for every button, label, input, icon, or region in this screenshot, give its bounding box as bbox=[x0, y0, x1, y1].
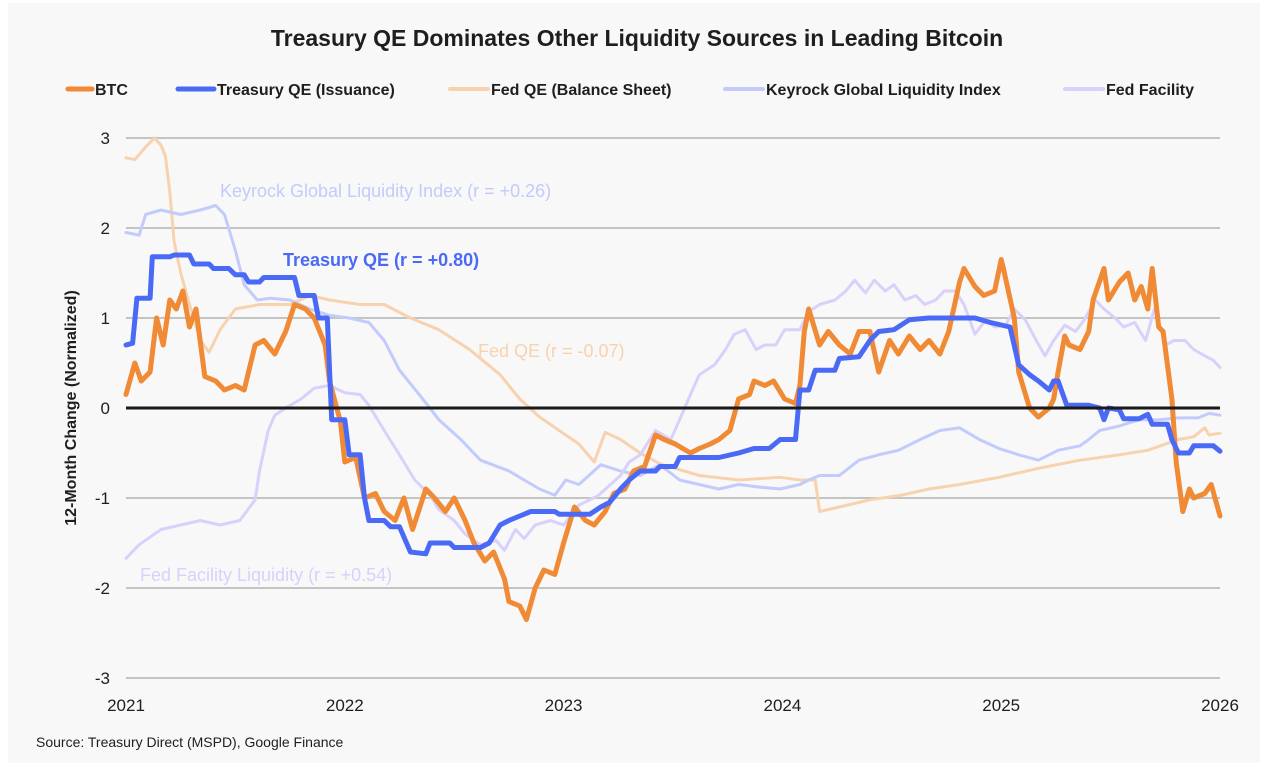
y-tick-label: 0 bbox=[101, 399, 110, 418]
annotation-keyrock: Keyrock Global Liquidity Index (r = +0.2… bbox=[220, 181, 551, 201]
legend-label: Keyrock Global Liquidity Index bbox=[766, 82, 1001, 99]
x-tick-label: 2026 bbox=[1201, 696, 1239, 715]
x-tick-label: 2022 bbox=[326, 696, 364, 715]
source-note: Source: Treasury Direct (MSPD), Google F… bbox=[36, 734, 344, 750]
y-tick-label: 1 bbox=[101, 309, 110, 328]
y-tick-label: -1 bbox=[95, 489, 110, 508]
y-tick-label: 2 bbox=[101, 219, 110, 238]
y-axis-ticks: 3 2 1 0 -1 -2 -3 bbox=[95, 129, 110, 688]
series-line-fed-facility bbox=[124, 278, 1222, 560]
y-axis-label: 12-Month Change (Normalized) bbox=[63, 290, 80, 526]
x-axis-ticks: 2021 2022 2023 2024 2025 2026 bbox=[107, 696, 1239, 715]
y-tick-label: -3 bbox=[95, 669, 110, 688]
legend: BTC Treasury QE (Issuance) Fed QE (Balance… bbox=[65, 82, 1194, 99]
legend-label: Fed Facility bbox=[1106, 82, 1194, 99]
series-line-fed-qe-balance-sheet bbox=[124, 136, 1222, 513]
annotation-fed-facility: Fed Facility Liquidity (r = +0.54) bbox=[140, 565, 392, 585]
annotation-treasury-qe: Treasury QE (r = +0.80) bbox=[283, 250, 479, 270]
legend-label: Fed QE (Balance Sheet) bbox=[491, 82, 672, 99]
series-line-keyrock-global-liquidity-index bbox=[124, 204, 1222, 497]
x-tick-label: 2025 bbox=[982, 696, 1020, 715]
y-tick-label: 3 bbox=[101, 129, 110, 148]
grid bbox=[126, 137, 1220, 679]
series-line-btc bbox=[123, 257, 1223, 622]
annotation-fed-qe: Fed QE (r = -0.07) bbox=[478, 341, 625, 361]
legend-label: BTC bbox=[95, 82, 128, 99]
legend-label: Treasury QE (Issuance) bbox=[217, 82, 395, 99]
x-tick-label: 2021 bbox=[107, 696, 145, 715]
chart-title: Treasury QE Dominates Other Liquidity So… bbox=[271, 25, 1003, 51]
series-line-treasury-qe-issuance bbox=[123, 252, 1223, 557]
x-tick-label: 2023 bbox=[545, 696, 583, 715]
series-lines bbox=[123, 136, 1223, 622]
x-tick-label: 2024 bbox=[763, 696, 801, 715]
y-tick-label: -2 bbox=[95, 579, 110, 598]
